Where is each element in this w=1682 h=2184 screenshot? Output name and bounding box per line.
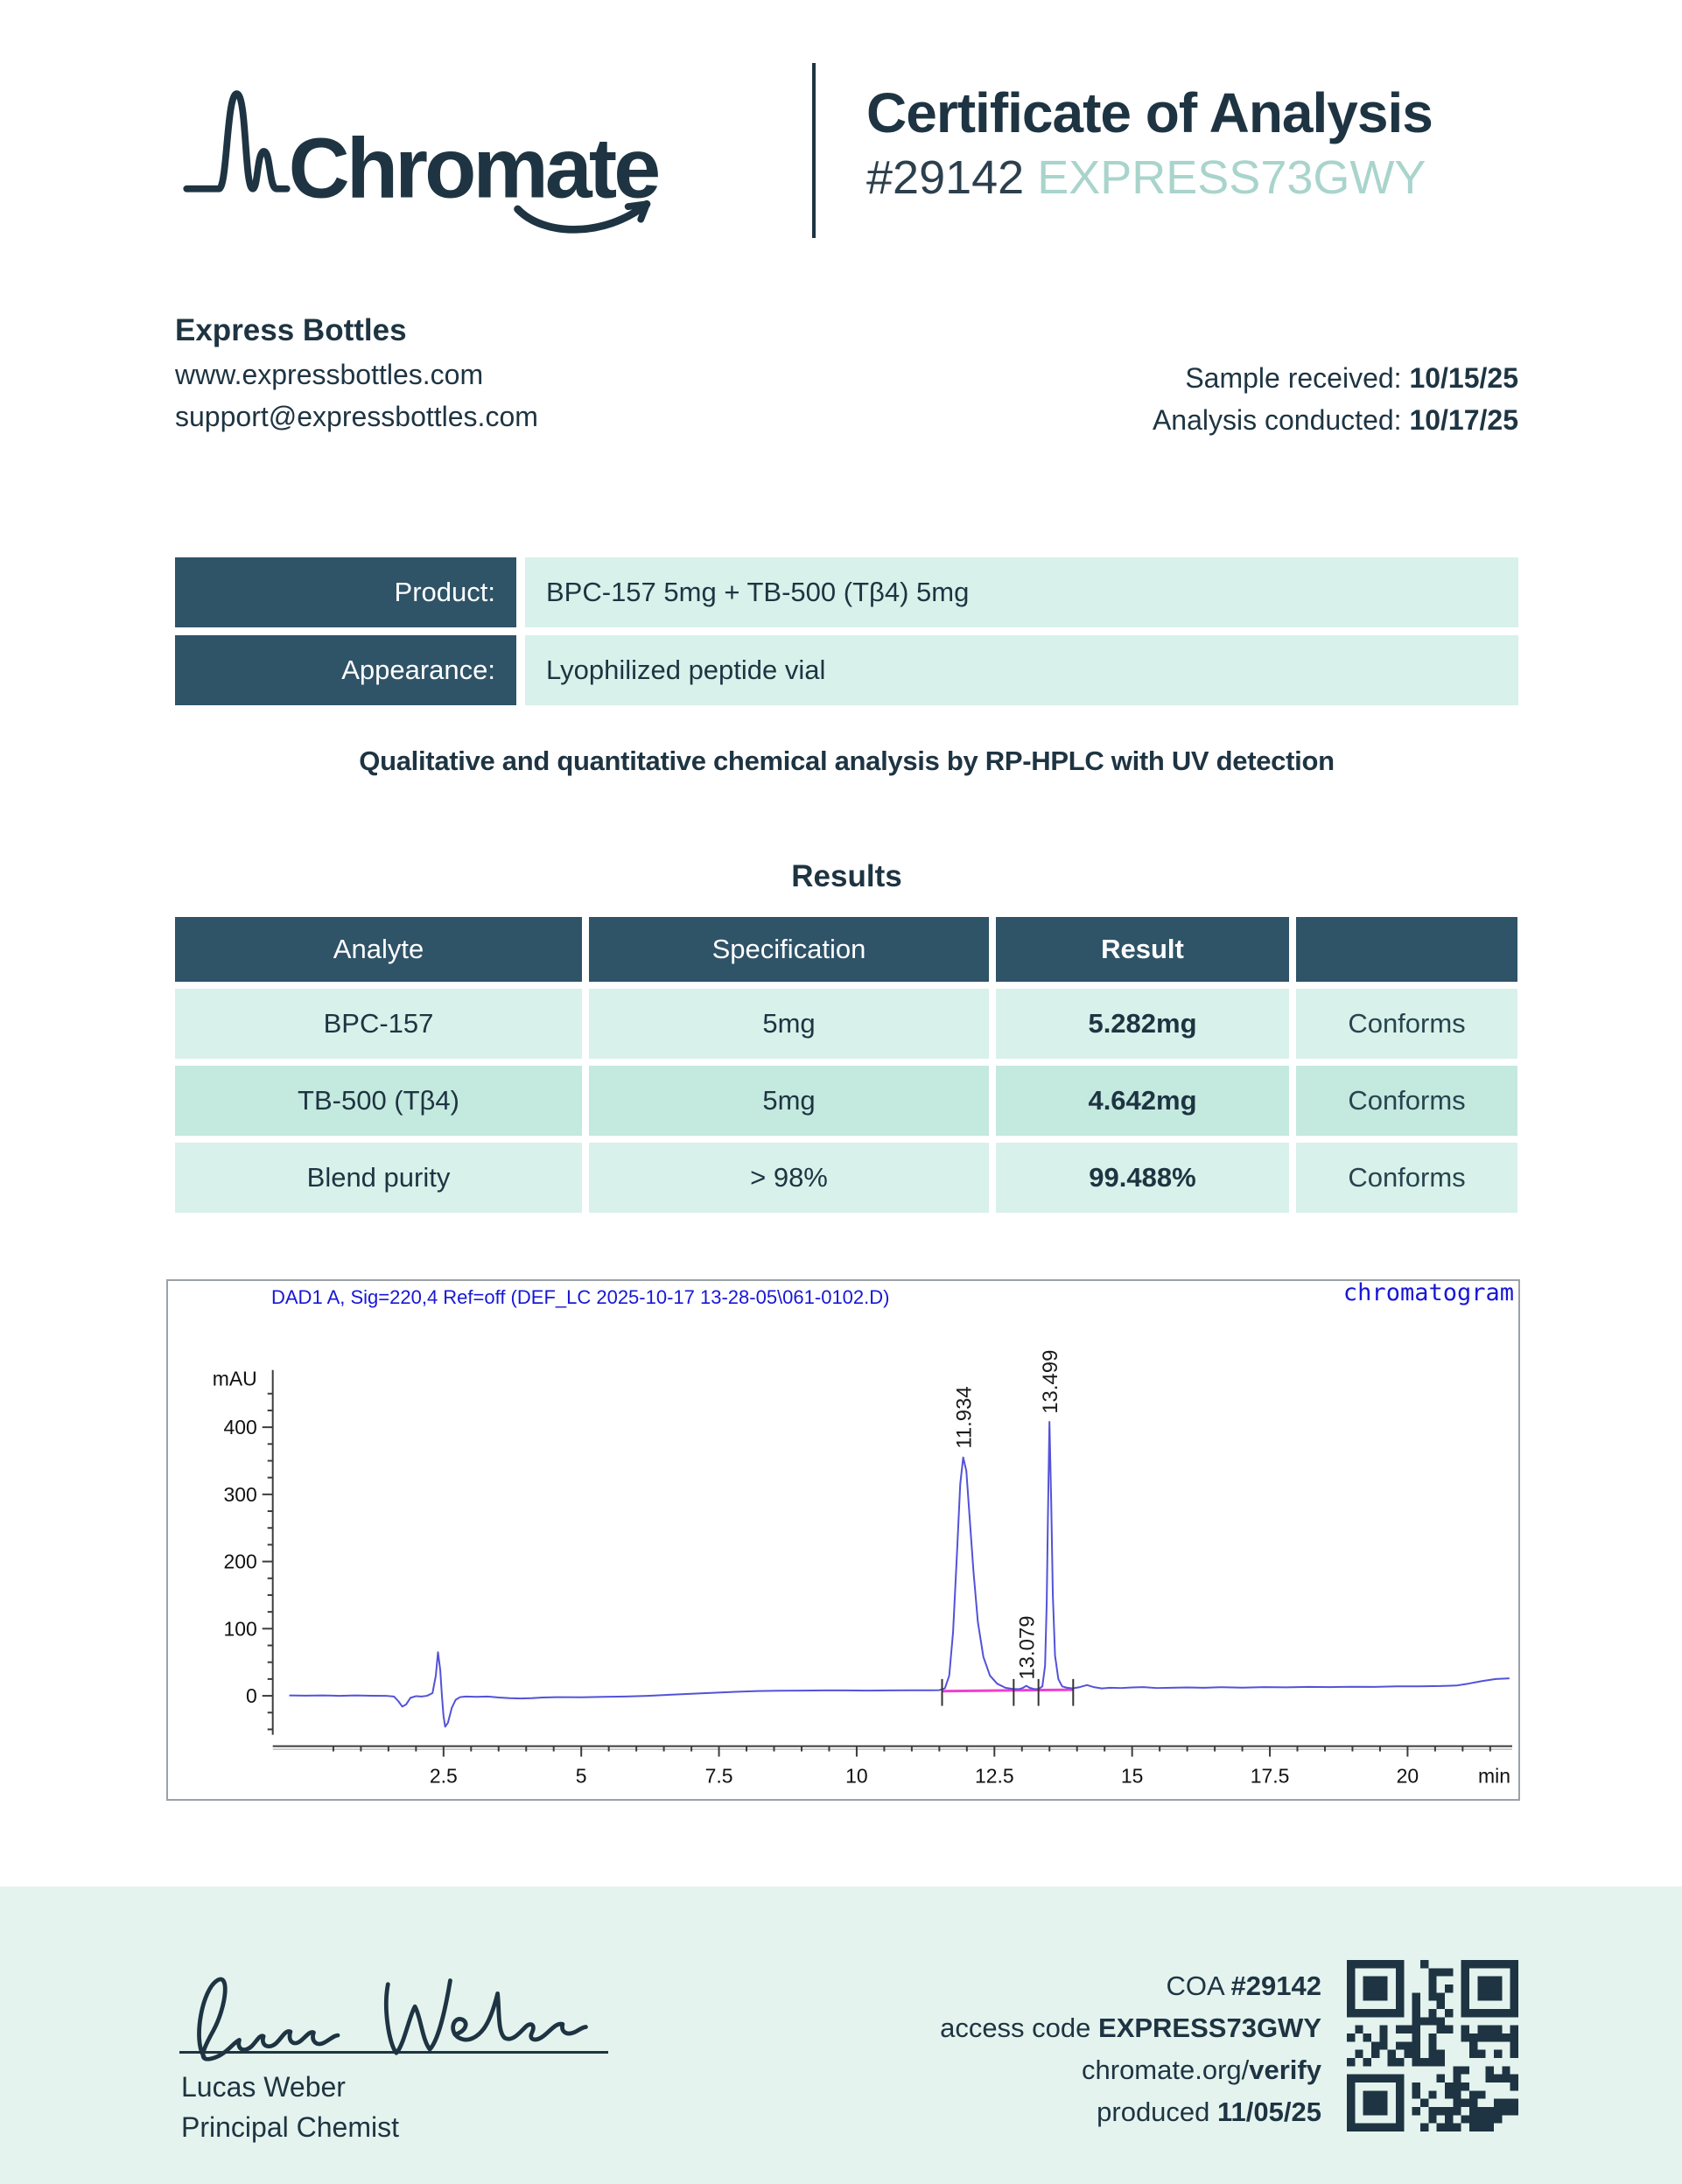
- chromate-logo: Chromate: [179, 68, 774, 243]
- logo-wordmark: Chromate: [289, 120, 659, 215]
- smile-arrowhead: [624, 200, 650, 223]
- chromate-logo-graphic: Chromate: [183, 90, 662, 234]
- svg-text:100: 100: [223, 1617, 256, 1640]
- analysis-conducted-label: Analysis conducted:: [1152, 404, 1410, 436]
- product-value: BPC-157 5mg + TB-500 (Tβ4) 5mg: [525, 557, 1518, 627]
- page-title: Certificate of Analysis: [866, 81, 1433, 144]
- results-title: Results: [791, 859, 902, 893]
- sample-received-line: Sample received: 10/15/25: [1153, 357, 1518, 399]
- produced-date: 11/05/25: [1217, 2096, 1321, 2127]
- footer-coa-number: #29142: [1230, 1970, 1321, 2001]
- svg-text:13.079: 13.079: [1016, 1615, 1040, 1679]
- signer-role: Principal Chemist: [181, 2111, 399, 2143]
- footer-coa-line: COA #29142: [940, 1965, 1321, 2007]
- method-description: Qualitative and quantitative chemical an…: [359, 746, 1335, 776]
- row-result: 5.282mg: [996, 989, 1289, 1059]
- coa-number: #29142: [866, 151, 1025, 205]
- row-analyte: Blend purity: [175, 1143, 582, 1213]
- verification-qr-code: [1347, 1960, 1518, 2132]
- results-table: Analyte Specification Result BPC-157 5mg…: [175, 917, 1518, 1213]
- footer-access-code: EXPRESS73GWY: [1098, 2012, 1321, 2043]
- svg-text:200: 200: [223, 1550, 256, 1573]
- footer-access-label: access code: [940, 2012, 1099, 2043]
- smile-arrow-icon: [514, 200, 651, 234]
- client-name: Express Bottles: [175, 313, 407, 347]
- header-divider: [812, 63, 816, 238]
- sample-received-date: 10/15/25: [1409, 362, 1518, 394]
- row-status: Conforms: [1296, 1066, 1517, 1136]
- row-analyte: BPC-157: [175, 989, 582, 1059]
- chromatogram-signal-label: DAD1 A, Sig=220,4 Ref=off (DEF_LC 2025-1…: [271, 1286, 890, 1308]
- client-website[interactable]: www.expressbottles.com: [175, 359, 484, 390]
- svg-text:0: 0: [246, 1684, 257, 1707]
- svg-text:13.499: 13.499: [1039, 1350, 1062, 1414]
- client-email[interactable]: support@expressbottles.com: [175, 401, 538, 432]
- appearance-value: Lyophilized peptide vial: [525, 635, 1518, 705]
- svg-text:2.5: 2.5: [430, 1765, 458, 1788]
- svg-text:17.5: 17.5: [1251, 1765, 1290, 1788]
- verify-block: COA #29142 access code EXPRESS73GWY chro…: [940, 1965, 1321, 2133]
- svg-text:min: min: [1478, 1765, 1510, 1788]
- row-status: Conforms: [1296, 1143, 1517, 1213]
- row-specification: 5mg: [589, 1066, 989, 1136]
- svg-text:10: 10: [845, 1765, 868, 1788]
- coa-subtitle: #29142 EXPRESS73GWY: [866, 150, 1433, 205]
- svg-text:400: 400: [223, 1416, 256, 1438]
- row-analyte: TB-500 (Tβ4): [175, 1066, 582, 1136]
- row-result: 99.488%: [996, 1143, 1289, 1213]
- product-table: Product: BPC-157 5mg + TB-500 (Tβ4) 5mg …: [175, 557, 1518, 705]
- produced-label: produced: [1097, 2096, 1218, 2127]
- footer-verify-line[interactable]: chromate.org/verify: [940, 2049, 1321, 2091]
- signature-drawing: [197, 1977, 588, 2062]
- svg-text:15: 15: [1121, 1765, 1144, 1788]
- access-code: EXPRESS73GWY: [1037, 151, 1426, 205]
- col-header-specification: Specification: [589, 917, 989, 982]
- client-block: Express Bottles www.expressbottles.com s…: [175, 308, 538, 438]
- footer-coa-label: COA: [1166, 1970, 1231, 2001]
- svg-text:7.5: 7.5: [705, 1765, 733, 1788]
- dates-block: Sample received: 10/15/25 Analysis condu…: [1153, 357, 1518, 441]
- title-block: Certificate of Analysis #29142 EXPRESS73…: [866, 82, 1433, 205]
- row-result: 4.642mg: [996, 1066, 1289, 1136]
- col-header-result: Result: [996, 917, 1289, 982]
- chromatogram-chart: 0 100 200 300 400 mAU 2.5 5 7.5 10 12.5 15 17.5 20 min…: [166, 1279, 1520, 1801]
- analysis-conducted-date: 10/17/25: [1409, 404, 1518, 436]
- verify-url-prefix: chromate.org/: [1082, 2054, 1250, 2085]
- svg-text:11.934: 11.934: [953, 1386, 977, 1448]
- col-header-status: [1296, 917, 1517, 982]
- chromatogram-title: chromatogram: [1342, 1279, 1514, 1306]
- svg-text:20: 20: [1397, 1765, 1419, 1788]
- row-specification: > 98%: [589, 1143, 989, 1213]
- verify-url-bold: verify: [1249, 2054, 1321, 2085]
- svg-text:5: 5: [576, 1765, 587, 1788]
- chromatogram-plot: 0 100 200 300 400 mAU 2.5 5 7.5 10 12.5 15 17.5 20 min…: [213, 1350, 1513, 1788]
- svg-text:12.5: 12.5: [975, 1765, 1014, 1788]
- signature-line: [179, 2051, 608, 2054]
- product-label: Product:: [175, 557, 516, 627]
- sample-received-label: Sample received:: [1185, 362, 1410, 394]
- row-status: Conforms: [1296, 989, 1517, 1059]
- appearance-label: Appearance:: [175, 635, 516, 705]
- row-specification: 5mg: [589, 989, 989, 1059]
- col-header-analyte: Analyte: [175, 917, 582, 982]
- signature-image: [179, 1958, 617, 2083]
- footer-produced-line: produced 11/05/25: [940, 2091, 1321, 2133]
- signer-name: Lucas Weber: [181, 2071, 346, 2103]
- svg-text:mAU: mAU: [213, 1368, 257, 1390]
- footer-access-line: access code EXPRESS73GWY: [940, 2007, 1321, 2049]
- svg-text:300: 300: [223, 1483, 256, 1506]
- analysis-conducted-line: Analysis conducted: 10/17/25: [1153, 399, 1518, 441]
- chromatogram-peak-icon: [183, 90, 291, 192]
